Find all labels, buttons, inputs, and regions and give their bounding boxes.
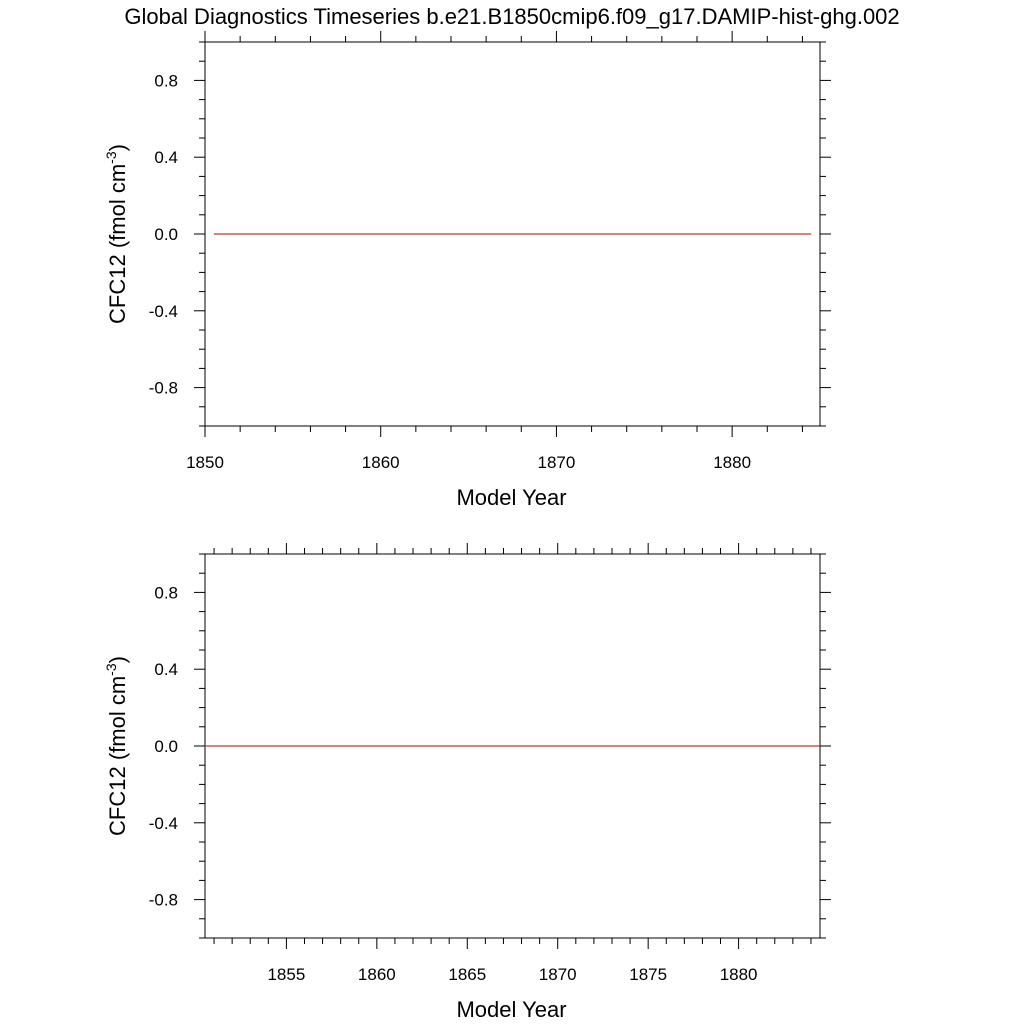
- y-axis-title: CFC12 (fmol cm-3): [103, 656, 130, 836]
- x-tick-label: 1850: [186, 453, 224, 472]
- y-tick-label: 0.8: [154, 71, 178, 90]
- x-tick-label: 1855: [267, 965, 305, 984]
- y-tick-label: -0.4: [149, 302, 178, 321]
- y-tick-label: 0.4: [154, 660, 178, 679]
- y-tick-label: 0.4: [154, 148, 178, 167]
- x-tick-label: 1870: [538, 453, 576, 472]
- x-tick-label: 1880: [713, 453, 751, 472]
- x-tick-label: 1865: [448, 965, 486, 984]
- x-tick-label: 1860: [358, 965, 396, 984]
- x-tick-label: 1880: [720, 965, 758, 984]
- y-axis-title: CFC12 (fmol cm-3): [103, 144, 130, 324]
- x-tick-label: 1875: [629, 965, 667, 984]
- y-tick-label: -0.4: [149, 814, 178, 833]
- y-tick-label: 0.0: [154, 225, 178, 244]
- plot-2: 1855 1860 1865 1870 1875 1880 -0.8 -0.4 0.0 0.4 0.…: [103, 543, 831, 1022]
- x-tick-label: 1860: [362, 453, 400, 472]
- plot-1: 1850 1860 1870 1880 -0.8 -0.4 0.0 0.4 0.8 Model Y…: [103, 31, 831, 510]
- y-tick-label: 0.0: [154, 737, 178, 756]
- y-tick-label: -0.8: [149, 379, 178, 398]
- x-tick-label: 1870: [539, 965, 577, 984]
- y-tick-label: 0.8: [154, 583, 178, 602]
- x-axis-title: Model Year: [456, 485, 566, 510]
- x-axis-title: Model Year: [456, 997, 566, 1022]
- main-title: Global Diagnostics Timeseries b.e21.B185…: [124, 4, 899, 29]
- y-tick-label: -0.8: [149, 891, 178, 910]
- plots-container: 1850 1860 1870 1880 -0.8 -0.4 0.0 0.4 0.8 Model Y…: [103, 31, 831, 1022]
